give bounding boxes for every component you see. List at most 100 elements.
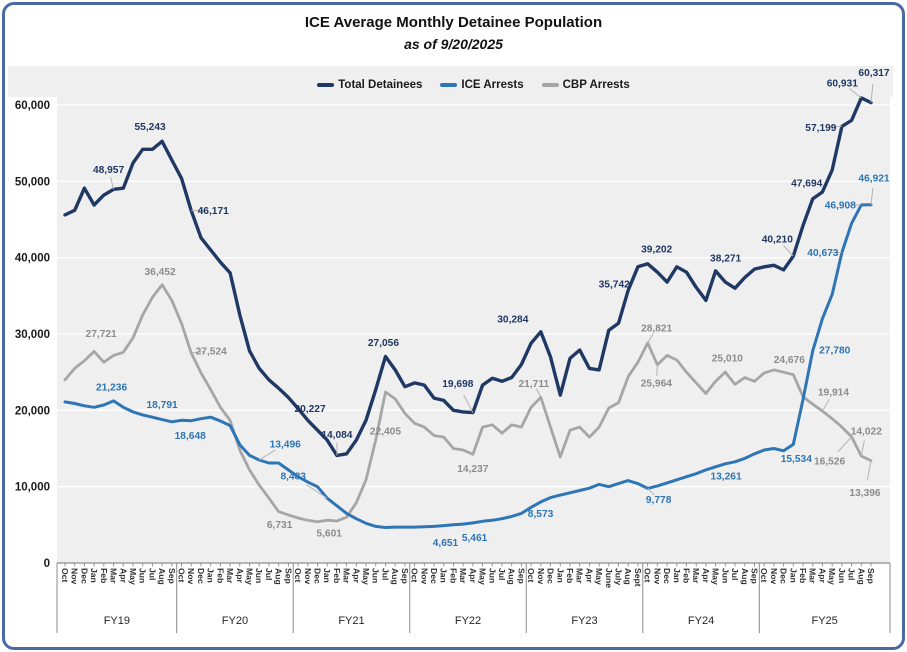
data-label: 5,601 <box>316 529 342 540</box>
x-axis-month-label: Jan <box>672 568 682 583</box>
x-axis-month-label: May <box>128 568 138 585</box>
data-label: 25,010 <box>712 354 743 365</box>
svg-text:Aug: Aug <box>157 568 167 585</box>
y-axis-tick-label: 0 <box>44 558 50 570</box>
annotation-leader-line <box>849 88 862 99</box>
x-axis-month-label: Jan <box>322 568 332 583</box>
fiscal-year-label: FY25 <box>812 615 838 627</box>
x-axis-month-label: Aug <box>274 568 284 585</box>
fiscal-year-label: FY20 <box>222 615 248 627</box>
chart-title: ICE Average Monthly Detainee Population <box>304 14 603 31</box>
x-axis-month-label: Nov <box>536 568 546 584</box>
svg-text:Nov: Nov <box>186 568 196 584</box>
svg-text:Jun: Jun <box>138 568 148 583</box>
x-axis-month-label: May <box>361 568 371 585</box>
x-axis-month-label: Jan <box>788 568 798 583</box>
svg-text:Feb: Feb <box>99 568 109 583</box>
x-axis-month-label: Aug <box>623 568 633 585</box>
svg-text:Apr: Apr <box>817 568 827 583</box>
data-label: 18,791 <box>147 400 178 411</box>
x-axis-month-label: Jan <box>555 568 565 583</box>
data-label: 13,496 <box>270 439 301 450</box>
x-axis-month-label: Jul <box>264 568 274 580</box>
series-line-cbp-arrests <box>63 283 873 524</box>
svg-text:Mar: Mar <box>691 568 701 584</box>
x-axis-month-label: Jun <box>720 568 730 583</box>
data-label: 60,931 <box>827 78 858 89</box>
legend-item-cbp-arrests: CBP Arrests <box>541 79 630 91</box>
x-axis-month-label: Aug <box>157 568 167 585</box>
legend-strip-background <box>8 66 893 97</box>
data-label: 27,780 <box>819 345 850 356</box>
y-axis-tick-label: 50,000 <box>15 176 50 188</box>
annotation-leader-line <box>463 394 474 413</box>
x-axis-month-label: Nov <box>652 568 662 584</box>
data-label: 39,202 <box>641 244 672 255</box>
x-axis-month-label: Jun <box>254 568 264 583</box>
svg-text:Dec: Dec <box>196 568 206 584</box>
svg-text:Jun: Jun <box>371 568 381 583</box>
svg-text:Jan: Jan <box>672 568 682 583</box>
x-axis-month-label: May <box>478 568 488 585</box>
svg-text:Aug: Aug <box>274 568 284 585</box>
x-axis-month-label: Dec <box>662 568 672 584</box>
plot-area-background <box>57 97 890 563</box>
annotation-leader-line <box>647 333 654 344</box>
svg-text:July: July <box>614 568 624 585</box>
x-axis-month-label: Feb <box>215 568 225 583</box>
x-axis-month-label: Jul <box>497 568 507 580</box>
x-axis-month-label: Jul <box>147 568 157 580</box>
x-axis-month-label: Sept <box>633 568 643 587</box>
svg-text:Nov: Nov <box>536 568 546 584</box>
x-axis-month-label: Oct <box>177 568 187 582</box>
legend-label: Total Detainees <box>338 79 423 91</box>
annotation-leader-line <box>783 245 794 257</box>
svg-text:Mar: Mar <box>225 568 235 584</box>
data-label: 38,271 <box>710 253 741 264</box>
svg-text:Feb: Feb <box>215 568 225 583</box>
legend-item-total-detainees: Total Detainees <box>317 79 422 91</box>
x-axis-month-label: Oct <box>293 568 303 582</box>
data-label: 27,721 <box>86 329 117 340</box>
svg-text:May: May <box>827 568 837 585</box>
x-axis-month-label: Feb <box>798 568 808 583</box>
x-axis-month-label: Apr <box>817 568 827 583</box>
x-axis-month-label: Dec <box>196 568 206 584</box>
svg-text:Oct: Oct <box>60 568 70 582</box>
svg-text:Nov: Nov <box>769 568 779 584</box>
svg-text:Mar: Mar <box>342 568 352 584</box>
svg-text:Sep: Sep <box>866 568 876 584</box>
x-axis-month-label: Feb <box>681 568 691 583</box>
data-label: 47,694 <box>791 178 822 189</box>
data-label: 27,056 <box>368 338 399 349</box>
x-axis-month-label: May <box>711 568 721 585</box>
x-axis-month-label: Sep <box>167 568 177 584</box>
svg-text:Sep: Sep <box>400 568 410 584</box>
svg-text:Oct: Oct <box>759 568 769 582</box>
legend-label: ICE Arrests <box>461 79 524 91</box>
svg-text:Jun: Jun <box>254 568 264 583</box>
annotation-leader-line <box>828 125 842 128</box>
x-axis-month-label: July <box>614 568 624 585</box>
svg-text:Jul: Jul <box>147 568 157 580</box>
x-axis-month-label: Sep <box>400 568 410 584</box>
data-label: 13,261 <box>710 471 741 482</box>
x-axis-month-label: Feb <box>448 568 458 583</box>
legend-label: CBP Arrests <box>562 79 630 91</box>
x-axis-month-label: Dec <box>546 568 556 584</box>
data-label: 48,957 <box>93 165 124 176</box>
x-axis-month-label: Jan <box>89 568 99 583</box>
svg-text:Feb: Feb <box>681 568 691 583</box>
svg-text:Dec: Dec <box>662 568 672 584</box>
data-label: 55,243 <box>135 122 166 133</box>
x-axis-month-label: Jun <box>487 568 497 583</box>
x-axis-month-label: Jun <box>138 568 148 583</box>
data-label: 16,526 <box>814 456 845 467</box>
annotation-leader-line <box>109 176 115 190</box>
svg-text:Dec: Dec <box>79 568 89 584</box>
svg-text:Jul: Jul <box>264 568 274 580</box>
svg-text:Jan: Jan <box>555 568 565 583</box>
x-axis-month-label: Nov <box>186 568 196 584</box>
data-label: 20,227 <box>294 404 325 415</box>
x-axis-month-label: Nov <box>769 568 779 584</box>
